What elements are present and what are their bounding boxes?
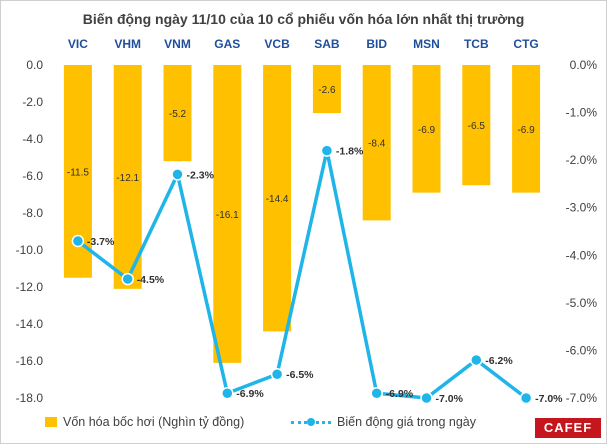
legend-item-bar: Vốn hóa bốc hơi (Nghìn tỷ đồng) [45,415,244,429]
bar [462,65,491,186]
bar [213,65,242,363]
line-value-label: -2.3% [187,169,215,181]
legend-bar-swatch [45,417,57,427]
y-right-tick-label: -5.0% [566,296,598,310]
line-point [221,386,234,400]
y-right-tick-label: -4.0% [566,248,598,262]
y-left-tick-label: -16.0 [16,354,44,368]
y-right-tick-label: -2.0% [566,153,598,167]
legend-item-line: Biến động giá trong ngày [291,415,476,429]
bar [163,65,192,162]
bar [312,65,341,114]
category-label: CTG [513,37,538,51]
line-point [519,391,533,405]
bar [113,65,142,289]
bar [512,65,541,193]
bar [412,65,441,193]
y-right-tick-label: -6.0% [566,343,598,357]
bar-value-label: -2.6 [318,85,336,96]
line-series [76,148,528,400]
y-left-tick-label: -10.0 [16,243,44,257]
category-label: GAS [214,37,240,51]
category-label: VHM [114,37,141,51]
line-value-label: -6.9% [386,388,414,400]
chart-legend: Vốn hóa bốc hơi (Nghìn tỷ đồng) Biến độn… [1,415,606,435]
y-left-tick-label: -2.0 [22,95,43,109]
bar-value-label: -12.1 [116,173,139,184]
line-value-label: -6.9% [236,388,264,400]
y-left-tick-label: -4.0 [22,132,43,146]
line-value-label: -1.8% [336,146,364,158]
line-point [370,386,383,400]
legend-line-label: Biến động giá trong ngày [337,415,476,429]
line-value-label: -7.0% [436,393,464,405]
category-label: SAB [314,37,340,51]
bar-value-label: -5.2 [169,109,187,120]
line-value-label: -4.5% [137,274,165,286]
bar-value-label: -8.4 [368,139,386,150]
category-label: VIC [68,37,88,51]
line-point [121,272,134,286]
legend-bar-label: Vốn hóa bốc hơi (Nghìn tỷ đồng) [63,415,245,429]
line-point [420,391,433,405]
category-label: TCB [464,37,489,51]
y-left-tick-label: 0.0 [26,58,43,72]
cafef-logo: CAFEF [535,418,601,438]
line-value-label: -6.5% [286,369,314,381]
y-left-tick-label: -8.0 [22,206,43,220]
bar [263,65,292,332]
y-right-tick-label: -1.0% [566,106,598,120]
category-label: MSN [413,37,440,51]
category-label: BID [366,37,387,51]
line-value-label: -7.0% [535,393,563,405]
y-right-tick-label: -3.0% [566,201,598,215]
line-point [470,353,483,367]
legend-line-swatch [291,417,331,427]
y-right-tick-label: 0.0% [570,58,598,72]
line-value-label: -3.7% [87,236,115,248]
bar-value-label: -6.9 [418,125,436,136]
line-point [320,144,334,157]
category-label: VNM [164,37,191,51]
line-point [171,168,184,181]
y-left-tick-label: -14.0 [16,317,44,331]
bar-value-label: -6.9 [517,125,535,136]
line-point [270,367,284,381]
category-label: VCB [264,37,290,51]
bar-value-label: -16.1 [216,210,239,221]
bar-value-label: -6.5 [468,121,486,132]
y-left-tick-label: -18.0 [16,391,44,405]
chart-title: Biến động ngày 11/10 của 10 cổ phiếu vốn… [82,11,525,27]
y-right-tick-label: -7.0% [566,391,598,405]
bar-value-label: -14.4 [266,194,289,205]
y-left-tick-label: -12.0 [16,280,44,294]
y-left-tick-label: -6.0 [22,169,43,183]
bar-value-label: -11.5 [67,167,89,178]
line-point [71,234,85,248]
bar [362,65,391,221]
line-value-label: -6.2% [485,355,513,367]
